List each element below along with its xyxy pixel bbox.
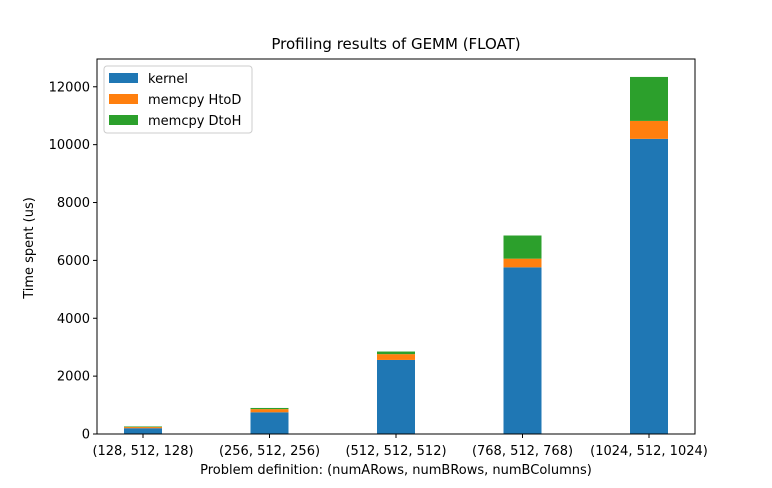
bar-memcpy-htod-4 [503, 258, 542, 268]
bar-memcpy-htod-3 [377, 354, 415, 360]
bar-kernel-4 [503, 267, 542, 434]
x-tick-label: (768, 512, 768) [472, 444, 573, 459]
bar-memcpy-htod-1 [124, 427, 162, 429]
legend-label: kernel [148, 72, 188, 87]
bar-kernel-3 [377, 359, 415, 434]
legend-swatch [109, 94, 138, 104]
bars-layer [124, 76, 668, 434]
bar-kernel-1 [124, 428, 162, 434]
bar-memcpy-dtoh-2 [250, 407, 289, 410]
y-tick-label: 2000 [57, 370, 90, 385]
legend-box [103, 65, 253, 134]
bar-kernel-2 [250, 412, 289, 434]
y-tick-label: 10000 [49, 138, 90, 153]
x-axis-label: Problem definition: (numARows, numBRows,… [200, 463, 592, 478]
bar-memcpy-dtoh-5 [630, 76, 668, 121]
legend-label: memcpy DtoH [148, 114, 241, 129]
x-tick-label: (1024, 512, 1024) [590, 444, 708, 459]
x-tick-label: (128, 512, 128) [92, 444, 193, 459]
bar-memcpy-dtoh-4 [503, 235, 542, 259]
y-axis-label: Time spent (us) [22, 197, 37, 300]
y-tick-label: 0 [82, 428, 90, 443]
y-tick-label: 12000 [49, 80, 90, 95]
bar-memcpy-htod-2 [250, 409, 289, 413]
legend-swatch [109, 115, 138, 125]
y-tick-label: 6000 [57, 254, 90, 269]
bar-memcpy-dtoh-1 [124, 426, 162, 428]
legend-label: memcpy HtoD [148, 93, 241, 108]
chart-title: Profiling results of GEMM (FLOAT) [271, 35, 520, 53]
bar-memcpy-dtoh-3 [377, 351, 415, 355]
y-tick-label: 4000 [57, 312, 90, 327]
x-tick-label: (512, 512, 512) [345, 444, 446, 459]
x-tick-label: (256, 512, 256) [219, 444, 320, 459]
y-tick-label: 8000 [57, 196, 90, 211]
legend-swatch [109, 73, 138, 83]
bar-memcpy-htod-5 [630, 120, 668, 139]
legend: kernel memcpy HtoD memcpy DtoH [103, 65, 253, 134]
bar-kernel-5 [630, 138, 668, 434]
axes-layer: 0 2000 4000 6000 8000 10000 12000 (128, 512, 12… [49, 58, 708, 459]
